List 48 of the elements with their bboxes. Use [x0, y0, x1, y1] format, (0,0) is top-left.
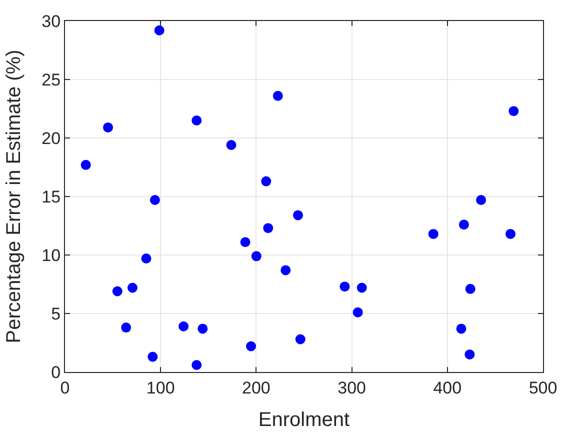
x-tick-label: 400 — [433, 378, 462, 398]
point — [261, 176, 272, 186]
point — [240, 237, 250, 248]
point — [103, 122, 114, 132]
point — [80, 160, 91, 170]
point — [292, 210, 303, 220]
y-tick-label: 25 — [42, 70, 61, 90]
point — [506, 228, 516, 239]
x-tick-label: 100 — [146, 378, 175, 398]
point — [280, 265, 291, 276]
point — [263, 223, 274, 234]
point — [178, 321, 189, 332]
point — [198, 324, 208, 334]
point — [246, 341, 256, 352]
point — [141, 254, 152, 264]
point — [456, 324, 466, 334]
point — [251, 251, 262, 262]
point — [192, 115, 202, 126]
x-tick-label: 300 — [338, 378, 366, 398]
point — [148, 352, 158, 362]
y-tick-label: 20 — [42, 128, 61, 148]
y-tick-label: 15 — [42, 187, 61, 206]
point — [295, 334, 306, 344]
point — [192, 360, 202, 370]
point — [428, 228, 438, 239]
point — [464, 349, 475, 360]
y-tick-label: 10 — [42, 246, 61, 265]
y-tick-label: 5 — [51, 304, 61, 324]
y-tick-label: 30 — [42, 12, 61, 31]
point — [112, 286, 122, 296]
y-tick-label: 0 — [51, 362, 61, 382]
point — [154, 25, 164, 36]
point — [340, 282, 350, 292]
point — [272, 90, 283, 101]
point — [508, 106, 519, 116]
point — [150, 195, 160, 206]
point — [352, 307, 363, 318]
point — [465, 284, 476, 294]
x-axis-title: Enrolment — [258, 408, 350, 431]
point — [121, 322, 132, 333]
point — [356, 282, 367, 293]
point — [226, 140, 236, 150]
point — [476, 195, 486, 206]
x-tick-label: 200 — [242, 378, 270, 398]
y-axis-title: Percentage Error in Estimate (%) — [3, 50, 26, 344]
x-tick-label: 500 — [528, 378, 558, 398]
point — [127, 282, 138, 293]
point — [458, 220, 469, 230]
